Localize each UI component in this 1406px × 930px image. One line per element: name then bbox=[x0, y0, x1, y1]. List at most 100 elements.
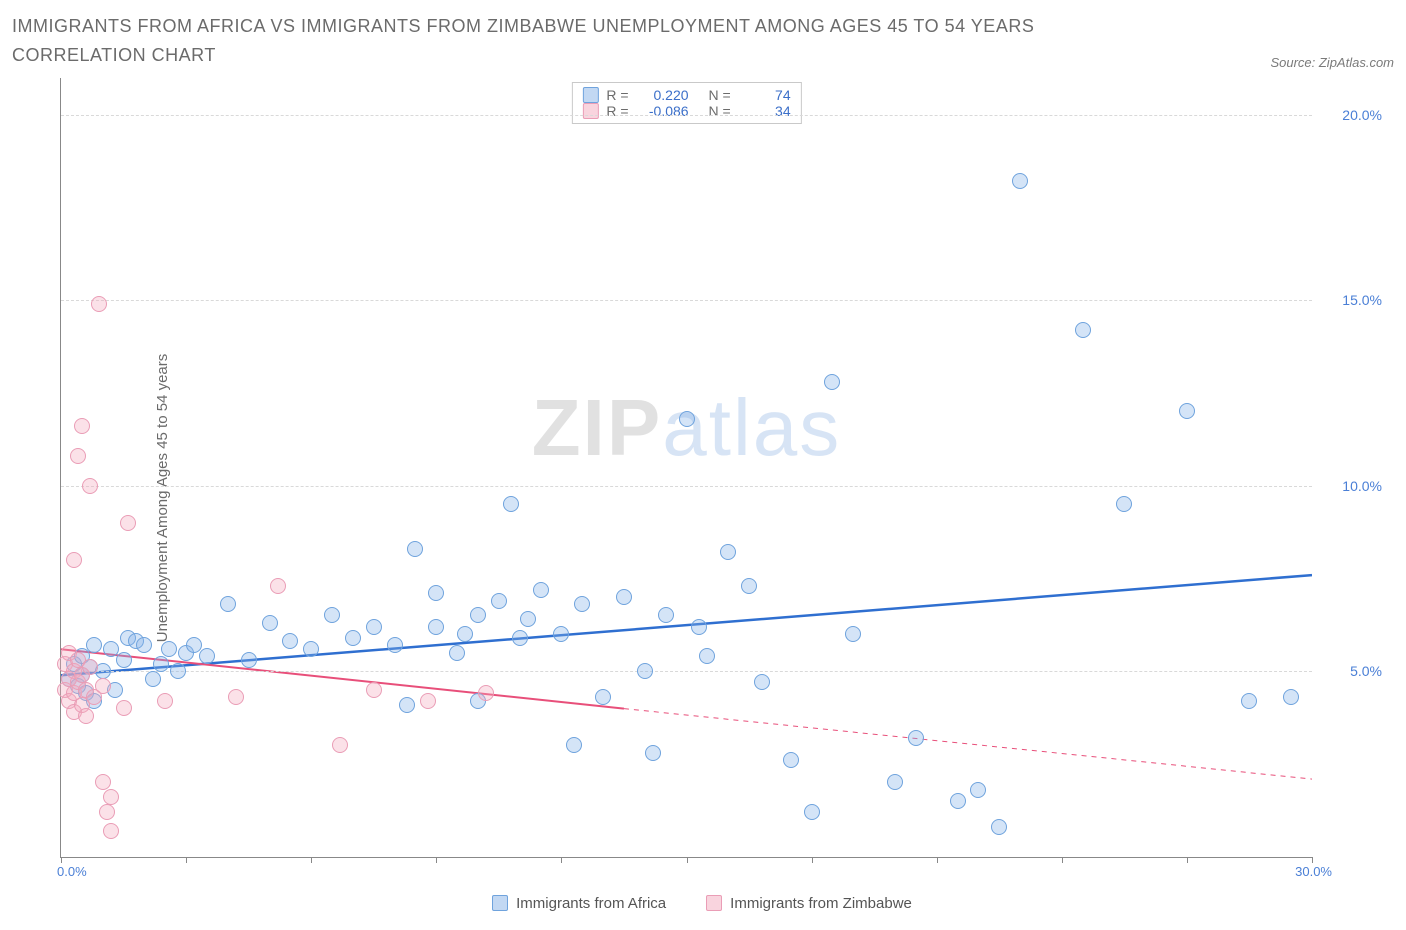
gridline bbox=[61, 300, 1312, 301]
swatch-pink bbox=[582, 103, 598, 119]
data-point bbox=[1075, 322, 1091, 338]
data-point bbox=[478, 685, 494, 701]
data-point bbox=[553, 626, 569, 642]
data-point bbox=[645, 745, 661, 761]
swatch-blue bbox=[582, 87, 598, 103]
data-point bbox=[366, 682, 382, 698]
data-point bbox=[699, 648, 715, 664]
data-point bbox=[116, 700, 132, 716]
source-attribution: Source: ZipAtlas.com bbox=[1270, 55, 1394, 70]
data-point bbox=[228, 689, 244, 705]
data-point bbox=[887, 774, 903, 790]
x-tick bbox=[561, 857, 562, 863]
y-tick-label: 10.0% bbox=[1322, 478, 1382, 494]
r-label: R = bbox=[606, 87, 628, 103]
data-point bbox=[741, 578, 757, 594]
x-tick bbox=[436, 857, 437, 863]
y-tick-label: 15.0% bbox=[1322, 292, 1382, 308]
x-tick bbox=[1312, 857, 1313, 863]
x-tick bbox=[812, 857, 813, 863]
data-point bbox=[503, 496, 519, 512]
legend-label-zimbabwe: Immigrants from Zimbabwe bbox=[730, 895, 912, 912]
data-point bbox=[616, 589, 632, 605]
data-point bbox=[970, 782, 986, 798]
swatch-pink-icon bbox=[706, 895, 722, 911]
data-point bbox=[950, 793, 966, 809]
legend-item-zimbabwe: Immigrants from Zimbabwe bbox=[706, 895, 912, 912]
data-point bbox=[99, 804, 115, 820]
data-point bbox=[120, 515, 136, 531]
data-point bbox=[91, 296, 107, 312]
data-point bbox=[804, 804, 820, 820]
swatch-blue-icon bbox=[492, 895, 508, 911]
data-point bbox=[74, 418, 90, 434]
n-label: N = bbox=[708, 87, 730, 103]
data-point bbox=[428, 619, 444, 635]
r-value-zimbabwe: -0.086 bbox=[637, 103, 689, 119]
data-point bbox=[170, 663, 186, 679]
data-point bbox=[566, 737, 582, 753]
data-point bbox=[303, 641, 319, 657]
data-point bbox=[679, 411, 695, 427]
data-point bbox=[574, 596, 590, 612]
data-point bbox=[116, 652, 132, 668]
data-point bbox=[595, 689, 611, 705]
data-point bbox=[658, 607, 674, 623]
data-point bbox=[908, 730, 924, 746]
data-point bbox=[95, 678, 111, 694]
data-point bbox=[136, 637, 152, 653]
data-point bbox=[95, 774, 111, 790]
stats-legend: R = 0.220 N = 74 R = -0.086 N = 34 bbox=[571, 82, 801, 124]
r-label: R = bbox=[606, 103, 628, 119]
x-tick bbox=[687, 857, 688, 863]
data-point bbox=[161, 641, 177, 657]
data-point bbox=[491, 593, 507, 609]
correlation-scatter-chart: Unemployment Among Ages 45 to 54 years Z… bbox=[12, 78, 1392, 918]
data-point bbox=[157, 693, 173, 709]
x-tick bbox=[61, 857, 62, 863]
data-point bbox=[824, 374, 840, 390]
watermark: ZIPatlas bbox=[532, 382, 841, 474]
gridline bbox=[61, 671, 1312, 672]
data-point bbox=[82, 659, 98, 675]
legend-label-africa: Immigrants from Africa bbox=[516, 895, 666, 912]
data-point bbox=[1116, 496, 1132, 512]
data-point bbox=[262, 615, 278, 631]
plot-area: ZIPatlas R = 0.220 N = 74 R = -0.086 N =… bbox=[60, 78, 1312, 858]
data-point bbox=[153, 656, 169, 672]
x-tick bbox=[186, 857, 187, 863]
legend-item-africa: Immigrants from Africa bbox=[492, 895, 666, 912]
data-point bbox=[1241, 693, 1257, 709]
stats-row-zimbabwe: R = -0.086 N = 34 bbox=[582, 103, 790, 119]
trend-lines bbox=[61, 78, 1312, 857]
data-point bbox=[428, 585, 444, 601]
data-point bbox=[145, 671, 161, 687]
data-point bbox=[241, 652, 257, 668]
data-point bbox=[637, 663, 653, 679]
data-point bbox=[470, 607, 486, 623]
data-point bbox=[1012, 173, 1028, 189]
n-value-africa: 74 bbox=[739, 87, 791, 103]
data-point bbox=[199, 648, 215, 664]
data-point bbox=[282, 633, 298, 649]
data-point bbox=[845, 626, 861, 642]
x-tick bbox=[937, 857, 938, 863]
x-tick-min: 0.0% bbox=[57, 864, 87, 879]
data-point bbox=[399, 697, 415, 713]
data-point bbox=[457, 626, 473, 642]
data-point bbox=[324, 607, 340, 623]
chart-title: IMMIGRANTS FROM AFRICA VS IMMIGRANTS FRO… bbox=[12, 12, 1112, 70]
data-point bbox=[991, 819, 1007, 835]
n-label: N = bbox=[708, 103, 730, 119]
data-point bbox=[270, 578, 286, 594]
watermark-atlas: atlas bbox=[662, 383, 841, 472]
n-value-zimbabwe: 34 bbox=[739, 103, 791, 119]
data-point bbox=[70, 448, 86, 464]
stats-row-africa: R = 0.220 N = 74 bbox=[582, 87, 790, 103]
gridline bbox=[61, 115, 1312, 116]
data-point bbox=[1179, 403, 1195, 419]
data-point bbox=[512, 630, 528, 646]
data-point bbox=[332, 737, 348, 753]
data-point bbox=[407, 541, 423, 557]
data-point bbox=[82, 478, 98, 494]
